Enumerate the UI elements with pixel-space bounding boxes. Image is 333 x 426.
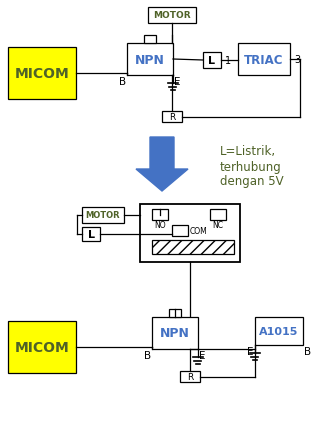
Text: E: E xyxy=(174,77,180,87)
Bar xyxy=(172,225,188,236)
Bar xyxy=(127,44,173,76)
Bar xyxy=(180,371,200,382)
Bar xyxy=(144,36,156,44)
Text: 1: 1 xyxy=(225,56,231,66)
Bar xyxy=(140,204,240,262)
Bar xyxy=(203,53,221,69)
Text: MICOM: MICOM xyxy=(15,67,69,81)
Text: B: B xyxy=(304,346,311,356)
Bar xyxy=(238,44,290,76)
Text: NC: NC xyxy=(212,221,223,230)
Text: dengan 5V: dengan 5V xyxy=(220,175,284,188)
Bar xyxy=(210,210,226,221)
Text: E: E xyxy=(199,350,205,360)
Bar xyxy=(255,317,303,345)
Bar xyxy=(152,240,234,254)
Text: MICOM: MICOM xyxy=(15,340,69,354)
Bar xyxy=(82,227,100,242)
Text: NPN: NPN xyxy=(160,327,190,340)
Bar xyxy=(152,210,168,221)
Bar xyxy=(169,309,181,317)
Text: MOTOR: MOTOR xyxy=(153,12,191,20)
Text: R: R xyxy=(187,372,193,381)
Text: MOTOR: MOTOR xyxy=(86,211,120,220)
Bar xyxy=(82,207,124,224)
Text: B: B xyxy=(119,77,126,87)
Text: R: R xyxy=(169,113,175,122)
Text: NPN: NPN xyxy=(135,53,165,66)
Text: terhubung: terhubung xyxy=(220,160,282,173)
Bar xyxy=(8,48,76,100)
Polygon shape xyxy=(136,138,188,192)
Text: L: L xyxy=(208,56,215,66)
Bar xyxy=(148,8,196,24)
Text: COM: COM xyxy=(190,227,208,236)
Bar xyxy=(152,317,198,349)
Text: L=Listrik,: L=Listrik, xyxy=(220,145,276,158)
Text: L: L xyxy=(88,230,95,239)
Text: A1015: A1015 xyxy=(259,326,299,336)
Text: TRIAC: TRIAC xyxy=(244,53,284,66)
Text: NO: NO xyxy=(154,221,166,230)
Bar xyxy=(162,112,182,123)
Text: B: B xyxy=(144,350,151,360)
Text: E: E xyxy=(247,346,254,356)
Bar xyxy=(8,321,76,373)
Text: 3: 3 xyxy=(294,55,300,65)
